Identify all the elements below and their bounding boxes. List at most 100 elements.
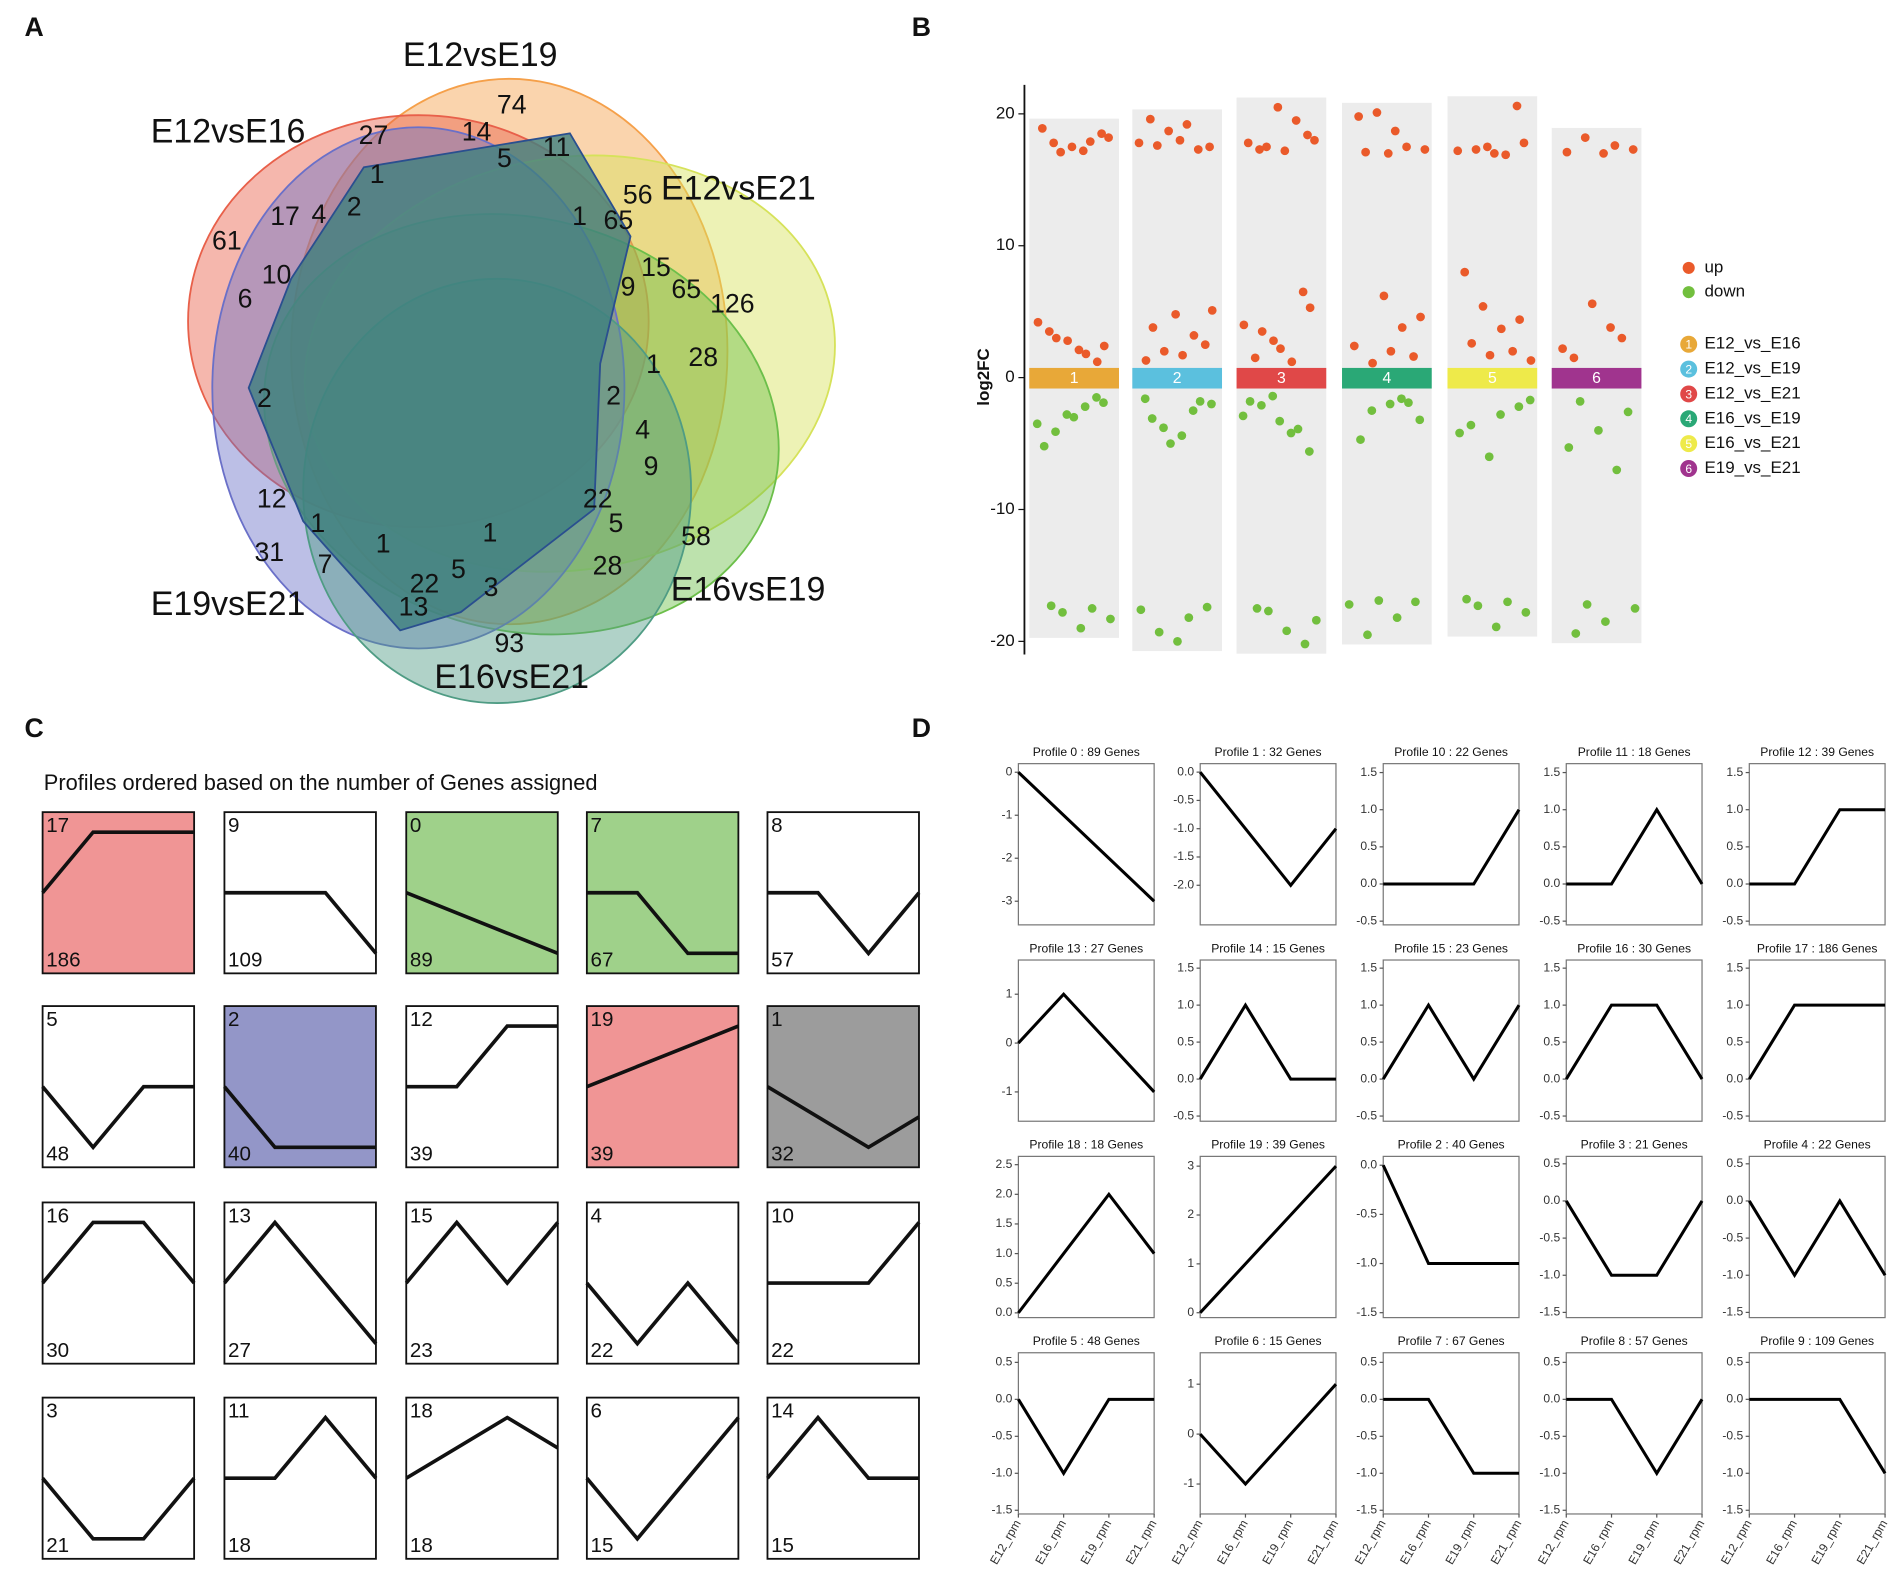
profile-box — [41, 1396, 196, 1560]
point — [1092, 393, 1101, 402]
panel-label: D — [912, 713, 931, 743]
y-tick-label: -0.5 — [991, 1429, 1012, 1443]
group-legend-label: E19_vs_E21 — [1704, 458, 1800, 477]
point — [1601, 617, 1610, 626]
profile-line — [224, 1414, 378, 1481]
point — [1291, 116, 1301, 125]
profile-id: 3 — [46, 1400, 57, 1423]
point — [1078, 146, 1088, 156]
point — [1571, 629, 1581, 638]
point — [1152, 141, 1162, 150]
plot-title: Profile 1 : 32 Genes — [1215, 745, 1322, 759]
profile-id: 14 — [771, 1400, 794, 1423]
profile-line — [41, 1084, 195, 1151]
point — [1386, 346, 1396, 356]
y-tick-label: 0.0 — [1726, 1193, 1743, 1207]
profile-box — [41, 811, 196, 975]
y-tick-label: -0.5 — [1356, 1429, 1377, 1443]
y-tick-label: 0.5 — [1726, 1355, 1743, 1369]
y-tick-label: 1.0 — [1543, 802, 1560, 816]
profile-box — [223, 1396, 377, 1560]
point — [1189, 331, 1199, 340]
point — [1049, 138, 1059, 148]
profile-count: 89 — [410, 949, 433, 972]
y-tick-label: -1 — [1002, 1084, 1013, 1098]
point — [1178, 350, 1187, 360]
y-tick-label: 0.5 — [1360, 1034, 1377, 1048]
point — [1409, 352, 1418, 361]
point — [1628, 145, 1638, 154]
venn-count: 27 — [359, 120, 389, 150]
y-tick-label: 20 — [996, 103, 1015, 122]
profile-count: 18 — [228, 1534, 251, 1557]
y-tick-label: -0.5 — [1722, 1108, 1743, 1122]
group-strip-label: 4 — [1382, 370, 1391, 387]
profile-line — [1749, 808, 1886, 886]
point — [1275, 416, 1285, 426]
y-tick-label: 2 — [1187, 1207, 1194, 1221]
point — [1175, 135, 1185, 145]
y-tick-label: -1.0 — [1722, 1267, 1743, 1281]
venn-count: 28 — [593, 550, 623, 580]
point — [1519, 138, 1529, 148]
point — [1630, 604, 1640, 613]
point — [1076, 623, 1086, 633]
y-tick-label: -0.5 — [1173, 793, 1194, 807]
point — [1374, 596, 1384, 605]
panel-label: A — [24, 12, 43, 42]
point — [1392, 613, 1402, 622]
point — [1033, 317, 1043, 327]
y-tick-label: -0.5 — [1722, 1230, 1743, 1244]
plot-frame — [1748, 1352, 1886, 1515]
venn-count: 17 — [270, 201, 300, 231]
point — [1085, 137, 1095, 146]
point — [1097, 129, 1106, 139]
y-tick-label: -1.5 — [1722, 1305, 1743, 1319]
point — [1164, 126, 1174, 136]
profile-box — [585, 811, 740, 975]
venn-count: 1 — [310, 508, 325, 538]
profile-line — [1199, 771, 1338, 888]
point — [1483, 142, 1492, 152]
y-tick-label: 0.5 — [1360, 1355, 1377, 1369]
profile-count: 21 — [46, 1534, 69, 1557]
point — [1471, 145, 1481, 154]
y-tick-label: 0 — [1005, 367, 1014, 386]
venn-count: 56 — [623, 179, 653, 209]
point — [1255, 145, 1264, 154]
y-tick-label: -0.5 — [1539, 1230, 1560, 1244]
y-tick-label: 0.0 — [1726, 1392, 1743, 1406]
point — [1250, 353, 1260, 363]
group-strip — [1029, 367, 1119, 389]
profile-id: 6 — [590, 1400, 601, 1423]
profile-count: 15 — [590, 1534, 613, 1557]
group-legend-key — [1680, 385, 1698, 403]
y-tick-label: 10 — [996, 235, 1015, 254]
point — [1485, 350, 1495, 360]
y-tick-label: 0.0 — [1177, 1071, 1194, 1085]
venn-count: 61 — [212, 225, 242, 255]
point — [1303, 130, 1312, 140]
plot-frame — [1199, 763, 1337, 926]
group-band — [1447, 96, 1538, 637]
profile-line — [224, 890, 378, 955]
profile-count: 40 — [228, 1143, 251, 1166]
y-tick-label: 0.0 — [1543, 876, 1560, 890]
venn-count: 126 — [710, 289, 754, 319]
point — [1245, 396, 1255, 406]
plot-title: Profile 19 : 39 Genes — [1211, 1138, 1325, 1152]
plot-title: Profile 13 : 27 Genes — [1029, 941, 1143, 955]
point — [1087, 604, 1097, 613]
point — [1051, 427, 1060, 437]
point — [1397, 394, 1406, 404]
profile-line — [1566, 806, 1704, 886]
point — [1416, 312, 1425, 322]
point — [1104, 133, 1113, 142]
venn-count: 15 — [641, 252, 671, 282]
profile-line — [1017, 1397, 1155, 1477]
plot-title: Profile 5 : 48 Genes — [1033, 1334, 1140, 1348]
point — [1184, 613, 1194, 622]
profile-line — [1017, 991, 1156, 1093]
y-tick-label: 0.5 — [1543, 1355, 1560, 1369]
